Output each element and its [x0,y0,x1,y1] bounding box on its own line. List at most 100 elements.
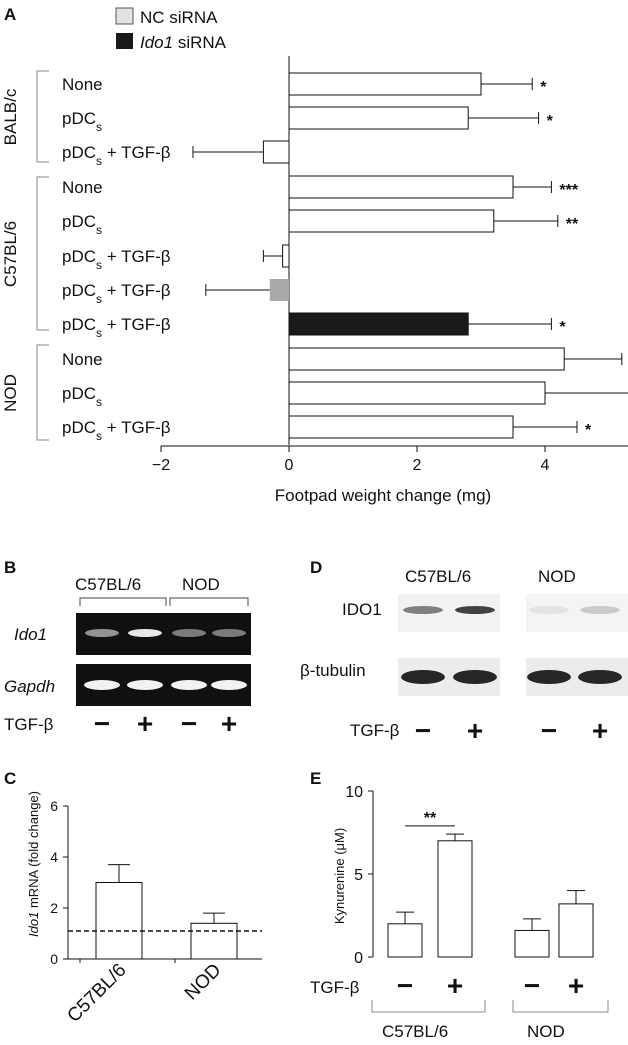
gel-b-signs: − + − + [94,708,237,739]
bar [288,312,469,336]
row-label: pDCs [62,109,102,134]
panel-a-plot: −20246************ [152,56,628,474]
y-tick-label: 6 [50,798,58,814]
tgf-sign: − [181,708,197,739]
bar [288,209,495,233]
bar [262,140,290,164]
tgf-sign: + [592,715,608,746]
legend-swatch-ido1 [116,33,133,49]
y-tick-label: 2 [50,900,58,916]
x-tick-label: NOD [181,960,226,1005]
band-ido1 [529,606,569,614]
bar [282,244,290,268]
tgf-sign: − [94,708,110,739]
bar [269,279,289,301]
tgf-sign: + [447,970,463,1001]
panel-e-tgf-label: TGF-β [310,978,360,997]
panel-d-letter: D [310,558,322,577]
group-label-balbc: BALB/c [1,88,20,145]
y-tick-label: 0 [50,951,58,967]
bar [288,106,469,130]
row-label: None [62,75,103,94]
tgf-sign: − [541,715,557,746]
x-tick-label: C57BL/6 [63,960,130,1027]
gel-b-bands [84,629,247,690]
row-label: pDCs + TGF-β [62,143,171,168]
tgf-sign: − [415,715,431,746]
bar [514,929,550,958]
tgf-sign: + [568,970,584,1001]
bracket-c57bl6 [36,176,49,331]
panel-e-group1: C57BL/6 [382,1022,448,1041]
band-ido1 [172,629,206,637]
row-label: None [62,178,103,197]
blot-d-group1: C57BL/6 [405,567,471,586]
panel-e-bracket-1 [371,1000,486,1013]
row-label: pDCs [62,212,102,237]
row-label: None [62,350,103,369]
gel-b-row2-label: Gapdh [4,677,55,696]
bar [288,175,514,199]
bar [95,882,143,960]
y-tick-label: 0 [354,950,363,967]
panel-b-letter: B [4,558,16,577]
band-gapdh [127,680,163,690]
gel-b-group2: NOD [182,575,220,594]
blot-d-group2: NOD [538,567,576,586]
panel-e-group2: NOD [527,1022,565,1041]
panel-e-letter: E [310,769,321,788]
band-gapdh [171,680,207,690]
blot-d-row1-label: IDO1 [342,600,382,619]
bar [288,415,514,439]
bracket-balbc [36,70,49,163]
significance-label: * [540,79,547,96]
blot-d-tgf-label: TGF-β [350,721,400,740]
panel-c-letter: C [4,769,16,788]
group-label-c57bl6: C57BL/6 [1,221,20,287]
tgf-sign: − [524,970,540,1001]
bar [288,381,546,405]
panel-e-y-axis-label: Kynurenine (μM) [332,828,347,924]
bar [190,922,238,960]
panel-a-row-labels: None pDCs pDCs + TGF-β None pDCs pDCs + TGF-β… [62,75,171,443]
gel-b-bracket-2 [169,597,249,606]
blot-d-bands [401,606,622,684]
panel-c-plot: 0 2 4 6 C57BL/6 NOD [50,798,262,1027]
band-tubulin [578,670,622,684]
bar [558,903,594,958]
band-ido1 [580,606,620,614]
band-tubulin [527,670,571,684]
tgf-sign: + [221,708,237,739]
gel-b-row1-label: Ido1 [14,625,47,644]
row-label: pDCs + TGF-β [62,315,171,340]
bar [288,72,482,96]
band-ido1 [128,629,162,637]
legend-label-ido1: Ido1 siRNA [140,33,227,52]
panel-e-bracket-2 [512,1000,609,1013]
panel-a-x-axis-label: Footpad weight change (mg) [275,486,491,505]
band-ido1 [85,629,119,637]
significance-label: ** [566,216,579,233]
x-tick-label: 4 [541,457,550,474]
significance-label: *** [559,182,578,199]
row-label: pDCs + TGF-β [62,418,171,443]
gel-b-tgf-label: TGF-β [4,715,54,734]
blot-d-ido1-nod [526,594,628,632]
row-label: pDCs + TGF-β [62,281,171,306]
gel-b-group1: C57BL/6 [75,575,141,594]
band-gapdh [84,680,120,690]
bar [288,347,565,371]
band-tubulin [453,670,497,684]
y-tick-label: 10 [345,784,363,801]
blot-d-signs: − + − + [415,715,608,746]
band-ido1 [212,629,246,637]
tgf-sign: + [137,708,153,739]
row-label: pDCs [62,384,102,409]
x-tick-label: −2 [152,457,170,474]
tgf-sign: + [467,715,483,746]
y-tick-label: 4 [50,849,58,865]
panel-a-letter: A [4,5,16,24]
legend-label-nc: NC siRNA [140,8,218,27]
panel-e-signs: − + − + [397,970,584,1001]
